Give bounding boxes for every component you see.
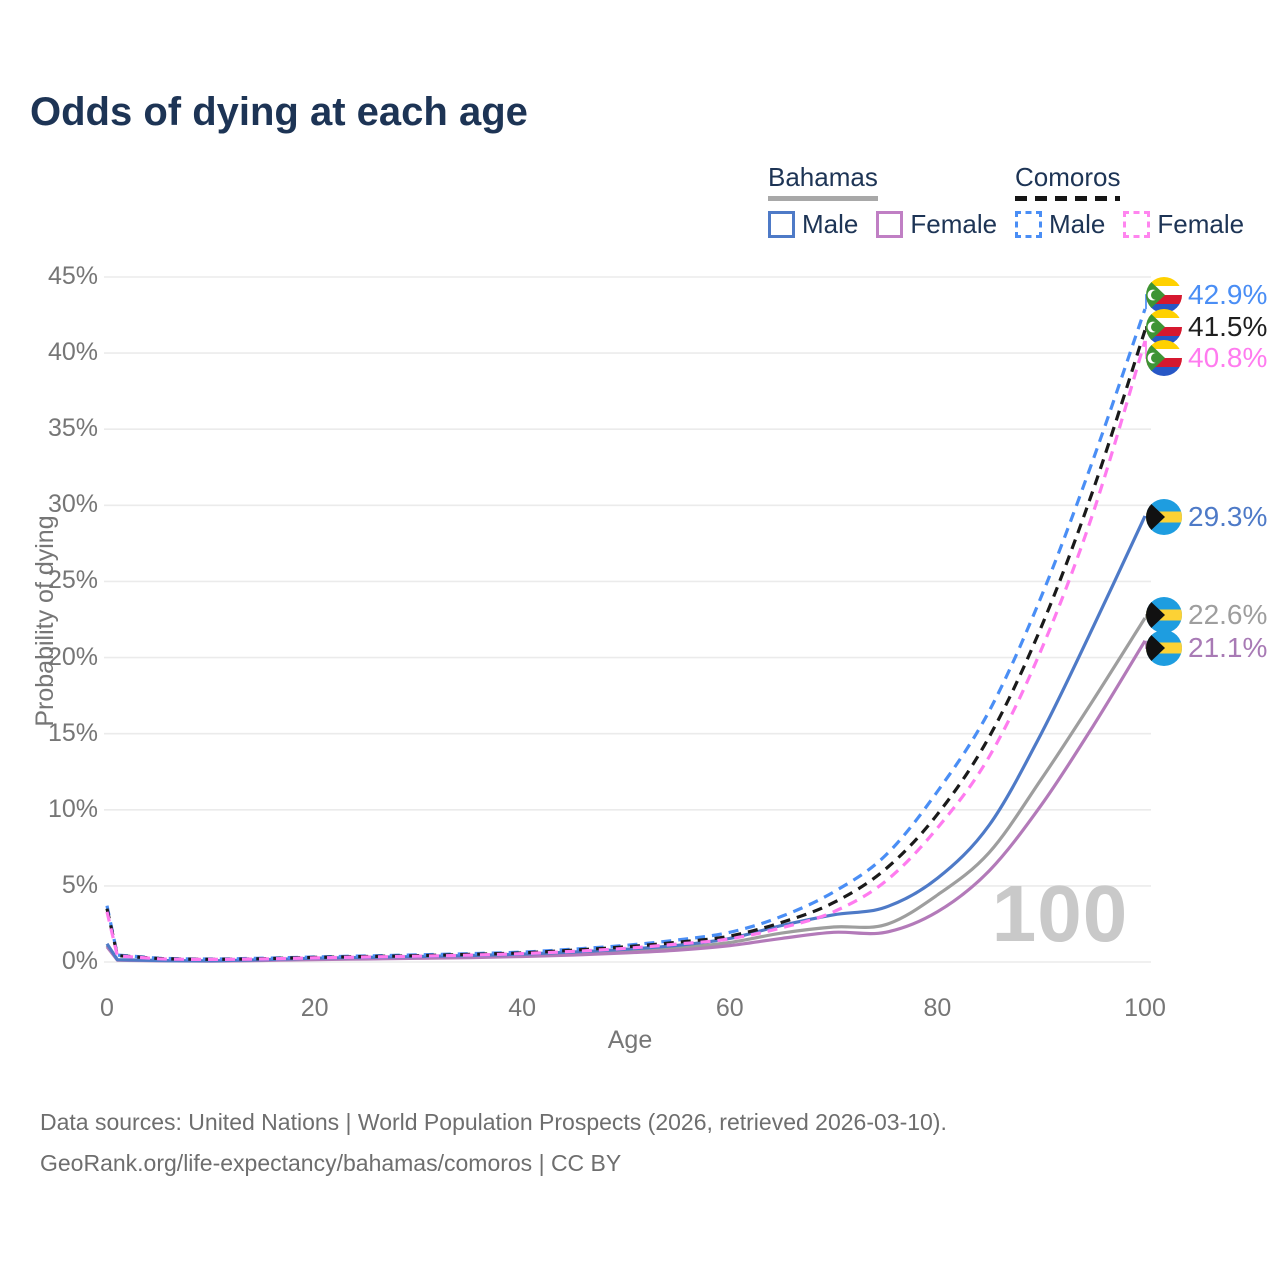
end-label-bahamas-both: 22.6% [1146,597,1267,633]
legend-item-label: Female [910,209,998,239]
y-tick-label: 25% [47,566,98,595]
bahamas-flag-icon [1146,597,1182,633]
x-tick-label: 60 [715,994,744,1022]
bahamas-flag-icon [1146,630,1182,666]
legend-item-label: Female [1157,209,1245,239]
x-tick-label: 40 [508,994,537,1022]
data-sources-line: Data sources: United Nations | World Pop… [40,1109,947,1135]
comoros-dashed-line-swatch [1015,196,1121,201]
y-tick-label: 5% [61,870,98,899]
age-watermark: 100 [991,869,1129,958]
bahamas-solid-line-swatch [768,196,878,201]
x-tick-label: 20 [300,994,329,1022]
y-axis-title: Probability of dying [31,515,59,727]
y-tick-label: 20% [47,642,98,671]
y-tick-label: 35% [47,414,98,443]
attribution-line: GeoRank.org/life-expectancy/bahamas/como… [40,1150,622,1176]
x-tick-label: 80 [923,994,952,1022]
series-end-value: 22.6% [1188,599,1268,630]
legend-country-label: Bahamas [768,162,878,192]
bahamas-flag-icon [1146,499,1182,535]
end-label-bahamas-female: 21.1% [1146,630,1267,666]
legend-country-bahamas: Bahamas [768,162,878,201]
end-label-bahamas-male: 29.3% [1146,499,1267,535]
legend-item-bahamas-male[interactable]: Male [768,209,858,240]
series-line-comoros-both-sexes [105,329,1147,961]
comoros-flag-icon [1146,340,1182,376]
y-tick-label: 10% [47,794,98,823]
x-tick-label: 0 [100,994,114,1022]
series-end-value: 42.9% [1188,279,1268,310]
legend-item-bahamas-female[interactable]: Female [876,209,997,240]
legend-items-bahamas: Male Female [768,209,997,240]
legend-item-comoros-male[interactable]: Male [1015,209,1105,240]
male-solid-swatch-icon [768,211,795,238]
legend-group-comoros: Comoros Male Female [1015,162,1244,240]
female-dashed-swatch-icon [1123,211,1151,238]
legend-item-label: Male [802,209,859,239]
y-tick-label: 45% [47,262,98,290]
female-solid-swatch-icon [876,211,904,238]
end-label-comoros-male: 42.9% [1146,277,1267,313]
series-end-value: 41.5% [1188,311,1268,342]
legend-item-label: Male [1049,209,1106,239]
y-tick-label: 0% [61,947,98,975]
series-end-value: 29.3% [1188,501,1268,532]
chart-title: Odds of dying at each age [30,90,528,134]
x-axis-title: Age [607,1026,653,1054]
end-label-comoros-both: 41.5% [1146,309,1267,345]
series-line-comoros-female [105,340,1147,961]
legend-group-bahamas: Bahamas Male Female [768,162,997,240]
series-end-value: 21.1% [1188,632,1268,663]
end-label-comoros-female: 40.8% [1146,340,1267,376]
legend-country-label: Comoros [1015,162,1121,192]
series-line-bahamas-male [105,515,1147,963]
y-tick-label: 15% [47,718,98,747]
legend-country-comoros: Comoros [1015,162,1121,201]
legend-item-comoros-female[interactable]: Female [1123,209,1244,240]
y-tick-label: 30% [47,490,98,519]
male-dashed-swatch-icon [1015,211,1042,238]
comoros-flag-icon [1146,277,1182,313]
x-tick-label: 100 [1124,994,1166,1022]
legend-items-comoros: Male Female [1015,209,1244,240]
y-tick-label: 40% [47,338,98,367]
series-line-comoros-male [105,308,1147,961]
footer: Data sources: United Nations | World Pop… [40,1102,947,1184]
series-end-value: 40.8% [1188,342,1268,373]
